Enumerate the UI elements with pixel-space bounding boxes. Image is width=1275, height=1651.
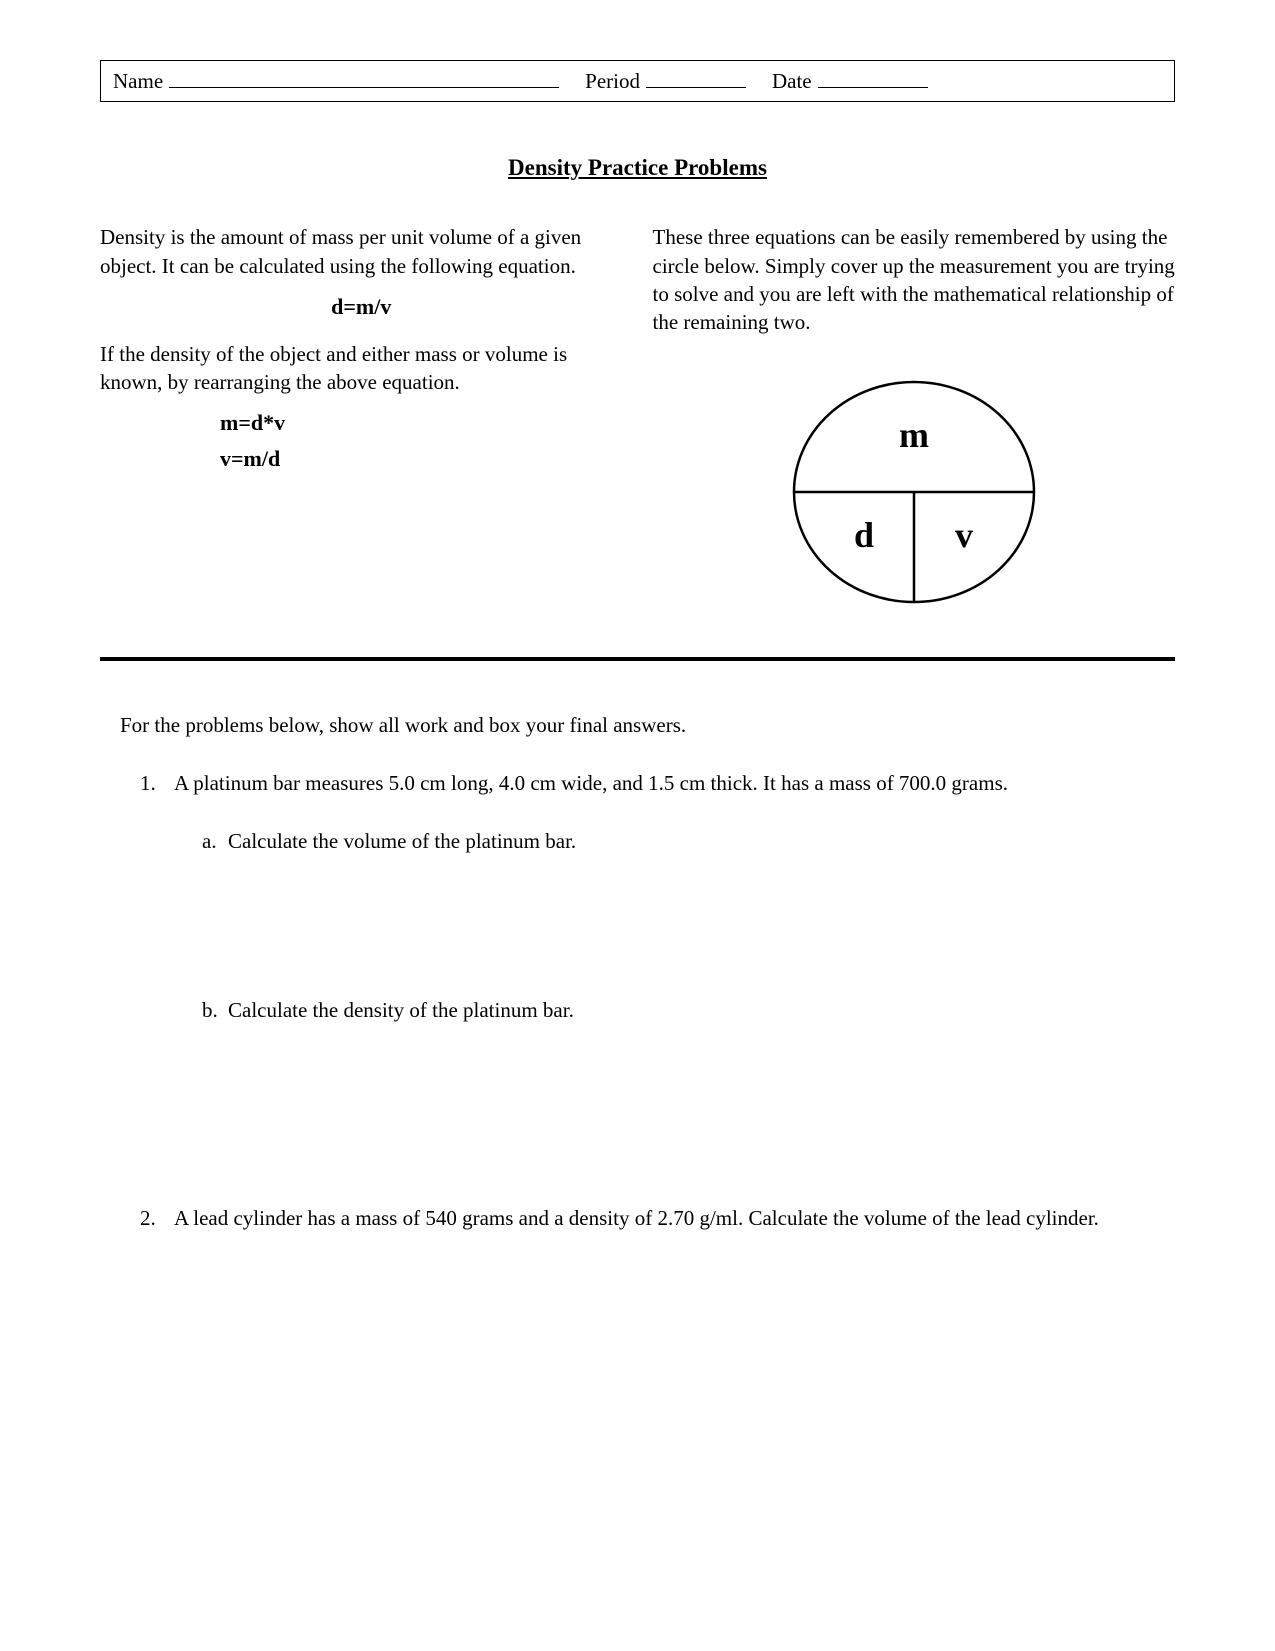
circle-m-label: m bbox=[899, 415, 929, 455]
explanation-columns: Density is the amount of mass per unit v… bbox=[100, 223, 1175, 616]
period-label: Period bbox=[585, 67, 640, 95]
page-title: Density Practice Problems bbox=[100, 152, 1175, 183]
name-label: Name bbox=[113, 67, 163, 95]
problem-number: 2. bbox=[140, 1204, 174, 1232]
subpart-text: Calculate the volume of the platinum bar… bbox=[228, 827, 576, 855]
circle-v-label: v bbox=[955, 515, 973, 555]
formula-density: d=m/v bbox=[100, 292, 623, 322]
period-blank[interactable] bbox=[646, 67, 746, 88]
section-divider bbox=[100, 657, 1175, 661]
subpart-item: a. Calculate the volume of the platinum … bbox=[202, 827, 1135, 855]
problem-number: 1. bbox=[140, 769, 174, 1164]
right-column: These three equations can be easily reme… bbox=[653, 223, 1176, 616]
name-blank[interactable] bbox=[169, 67, 559, 88]
circle-d-label: d bbox=[854, 515, 874, 555]
problem-text: A platinum bar measures 5.0 cm long, 4.0… bbox=[174, 771, 1008, 795]
density-circle-diagram: m d v bbox=[789, 367, 1039, 617]
problem-body: A platinum bar measures 5.0 cm long, 4.0… bbox=[174, 769, 1135, 1164]
subparts-list: a. Calculate the volume of the platinum … bbox=[202, 827, 1135, 1024]
formula-volume: v=m/d bbox=[220, 444, 623, 474]
problem-body: A lead cylinder has a mass of 540 grams … bbox=[174, 1204, 1135, 1232]
problem-item: 1. A platinum bar measures 5.0 cm long, … bbox=[140, 769, 1135, 1164]
intro-paragraph: Density is the amount of mass per unit v… bbox=[100, 223, 623, 280]
subpart-text: Calculate the density of the platinum ba… bbox=[228, 996, 574, 1024]
circle-intro-paragraph: These three equations can be easily reme… bbox=[653, 223, 1176, 336]
problems-list: 1. A platinum bar measures 5.0 cm long, … bbox=[140, 769, 1135, 1232]
rearrange-paragraph: If the density of the object and either … bbox=[100, 340, 623, 397]
left-column: Density is the amount of mass per unit v… bbox=[100, 223, 623, 616]
date-label: Date bbox=[772, 67, 812, 95]
subpart-item: b. Calculate the density of the platinum… bbox=[202, 996, 1135, 1024]
instructions: For the problems below, show all work an… bbox=[120, 711, 1155, 739]
circle-diagram-wrap: m d v bbox=[653, 367, 1176, 617]
subpart-letter: a. bbox=[202, 827, 228, 855]
subpart-letter: b. bbox=[202, 996, 228, 1024]
problem-text: A lead cylinder has a mass of 540 grams … bbox=[174, 1206, 1099, 1230]
date-blank[interactable] bbox=[818, 67, 928, 88]
problem-item: 2. A lead cylinder has a mass of 540 gra… bbox=[140, 1204, 1135, 1232]
header-box: Name Period Date bbox=[100, 60, 1175, 102]
formula-mass: m=d*v bbox=[220, 408, 623, 438]
